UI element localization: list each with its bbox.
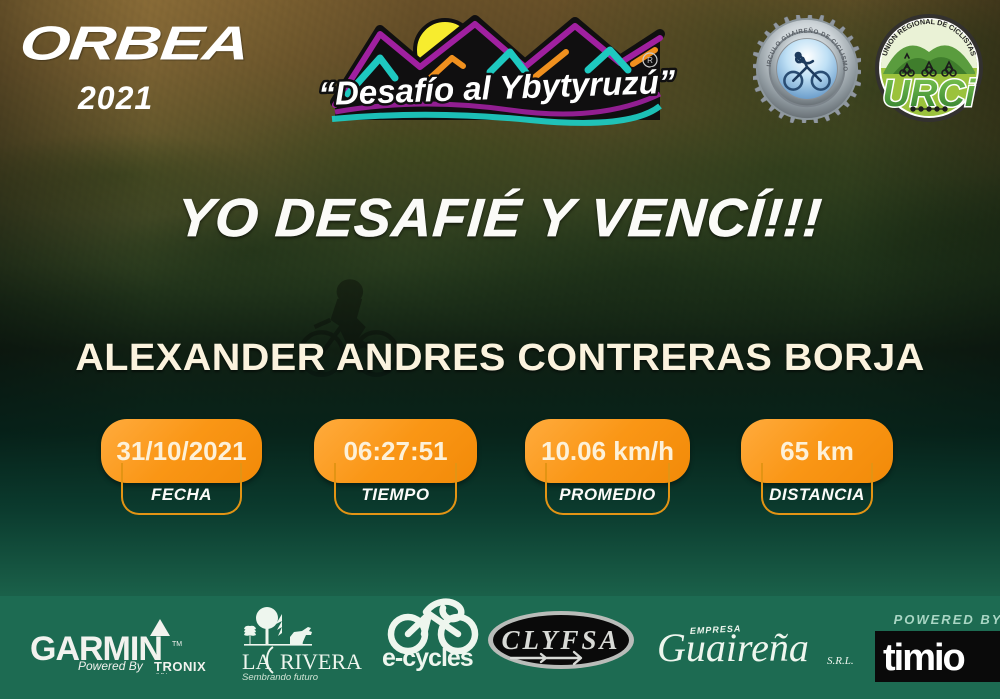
svg-text:TM: TM [172,641,182,648]
svg-text:Powered By: Powered By [78,659,144,673]
svg-text:CLYFSA: CLYFSA [501,625,620,655]
svg-text:Guaireña: Guaireña [657,625,809,669]
svg-text:S.R.L.: S.R.L. [156,673,170,674]
svg-text:RIVERA: RIVERA [280,649,362,674]
svg-text:S.R.L.: S.R.L. [827,655,854,667]
svg-text:TRONIX: TRONIX [154,659,206,674]
svg-text:timio: timio [883,637,965,678]
svg-text:Sembrando futuro: Sembrando futuro [242,672,318,683]
svg-text:e-cycles: e-cycles [382,644,473,672]
